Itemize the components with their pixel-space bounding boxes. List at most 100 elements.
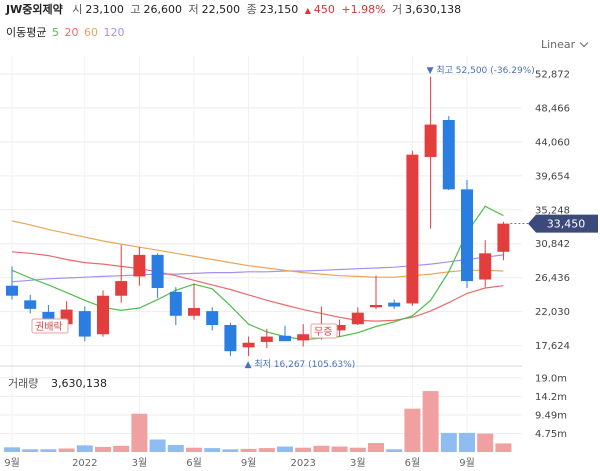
y-tick-label: 26,436	[535, 273, 570, 284]
x-tick-label: 3월	[350, 457, 366, 469]
candle-body	[260, 336, 273, 342]
volume-bar	[40, 449, 57, 452]
volume-bar	[368, 443, 384, 452]
high-value: 26,600	[143, 3, 182, 16]
event-bonus-tag: 무증	[314, 326, 332, 338]
volume-bar	[459, 432, 475, 452]
candle-body	[242, 342, 255, 348]
annotations: 33,450 ▼ 최고 52,500 (-36.29%) ▲ 최저 16,267 (…	[8, 65, 598, 390]
candle-body	[6, 285, 18, 296]
stock-header: JW중외제약 시 23,100 고 26,600 저 22,500 종 23,150 ▲…	[6, 3, 464, 19]
volume-bar	[313, 445, 330, 452]
scale-dropdown[interactable]: Linear	[541, 38, 589, 51]
candle-body	[188, 308, 200, 316]
volume-bar	[204, 448, 221, 452]
candle-body	[461, 189, 473, 282]
candle-body	[388, 302, 401, 307]
candle-body	[370, 304, 382, 308]
candle-body	[133, 254, 146, 277]
volume-bar	[440, 432, 457, 452]
volume-bar	[4, 447, 20, 452]
candle-body	[497, 223, 510, 252]
volume-bar	[386, 449, 403, 452]
open-label: 시	[72, 3, 83, 16]
event-rights-tag-box	[31, 318, 69, 334]
volume-bar	[240, 448, 257, 452]
candle-body	[169, 291, 182, 316]
x-tick-label: 2023	[290, 458, 315, 469]
volume-bar	[277, 446, 293, 452]
current-price-label: 33,450	[547, 218, 586, 231]
low-value: 22,500	[201, 3, 241, 16]
candle-body	[206, 311, 219, 326]
volume-bar	[167, 444, 184, 452]
x-tick-label: 6월	[405, 457, 421, 469]
volume-bar	[76, 445, 93, 452]
y-tick-label: 52,872	[535, 69, 570, 80]
low-annotation: ▲ 최저 16,267 (105.63%)	[245, 359, 356, 370]
candle-body	[479, 253, 492, 280]
y-tick-label: 48,466	[535, 103, 570, 114]
volume-bar	[113, 445, 130, 452]
candle-body	[224, 325, 237, 352]
x-tick-label: 3월	[132, 457, 148, 469]
x-tick-label: 9월	[241, 457, 257, 469]
volume-bar	[258, 448, 275, 452]
y-tick-label: 39,654	[535, 171, 570, 182]
y-tick-label: 22,030	[535, 307, 570, 318]
volume-tick-label: 14.2m	[535, 392, 567, 403]
volume-bar	[495, 443, 512, 452]
candle-body	[442, 119, 455, 190]
volume-bar	[331, 446, 348, 452]
ma20-period: 20	[64, 26, 79, 39]
volume-tick-label: 19.0m	[535, 373, 567, 384]
current-price-tag	[528, 214, 598, 233]
y-tick-label: 35,248	[535, 205, 570, 216]
y-tick-label: 30,842	[535, 239, 570, 250]
candle-body	[297, 334, 310, 341]
ma5-line	[11, 205, 504, 341]
x-tick-label: 6월	[186, 457, 202, 469]
volume-bar	[422, 391, 439, 452]
change-up-icon: ▲	[304, 6, 311, 15]
candle-body	[24, 300, 37, 309]
ma60-period: 60	[83, 26, 98, 39]
x-tick-label: 9월	[459, 457, 475, 469]
volume-tick-label: 9.49m	[535, 410, 567, 421]
scale-label: Linear	[541, 38, 576, 51]
x-tick-label: 9월	[4, 457, 20, 469]
axes: 52,872 48,466 44,060 39,654 35,248 30,842 26,4…	[4, 69, 570, 469]
grid-lines	[0, 56, 522, 452]
ma5-period: 5	[51, 26, 59, 39]
volume-title-value: 3,630,138	[51, 377, 107, 390]
candle-body	[333, 325, 346, 331]
close-label: 종	[246, 3, 257, 16]
y-tick-label: 44,060	[535, 137, 570, 148]
stock-title: JW중외제약	[6, 3, 63, 16]
volume-bar	[186, 447, 202, 452]
x-tick-label: 2022	[72, 458, 97, 469]
change-value: 450	[313, 3, 335, 16]
ma120-period: 120	[103, 26, 125, 39]
volume-value: 3,630,138	[405, 3, 462, 16]
ma20-line	[11, 251, 504, 322]
volume-bar	[477, 433, 494, 452]
volume-title: 거래량	[8, 377, 38, 390]
volume-label: 거	[392, 3, 403, 16]
low-label: 저	[188, 3, 199, 16]
candle-body	[151, 254, 164, 289]
volume-bar	[222, 449, 239, 452]
close-value: 23,150	[259, 3, 299, 16]
high-label: 고	[130, 3, 141, 16]
candle-body	[279, 335, 291, 342]
volume-bar	[149, 439, 166, 452]
moving-average-lines	[11, 205, 504, 341]
moving-average-legend[interactable]: 이동평균 5 20 60 120	[6, 26, 126, 40]
candle-body	[115, 281, 128, 296]
ma120-line	[11, 254, 504, 283]
volume-bar	[349, 447, 366, 452]
ma60-line	[11, 220, 504, 278]
change-percent: +1.98%	[341, 3, 386, 16]
y-tick-label: 17,624	[535, 341, 570, 352]
